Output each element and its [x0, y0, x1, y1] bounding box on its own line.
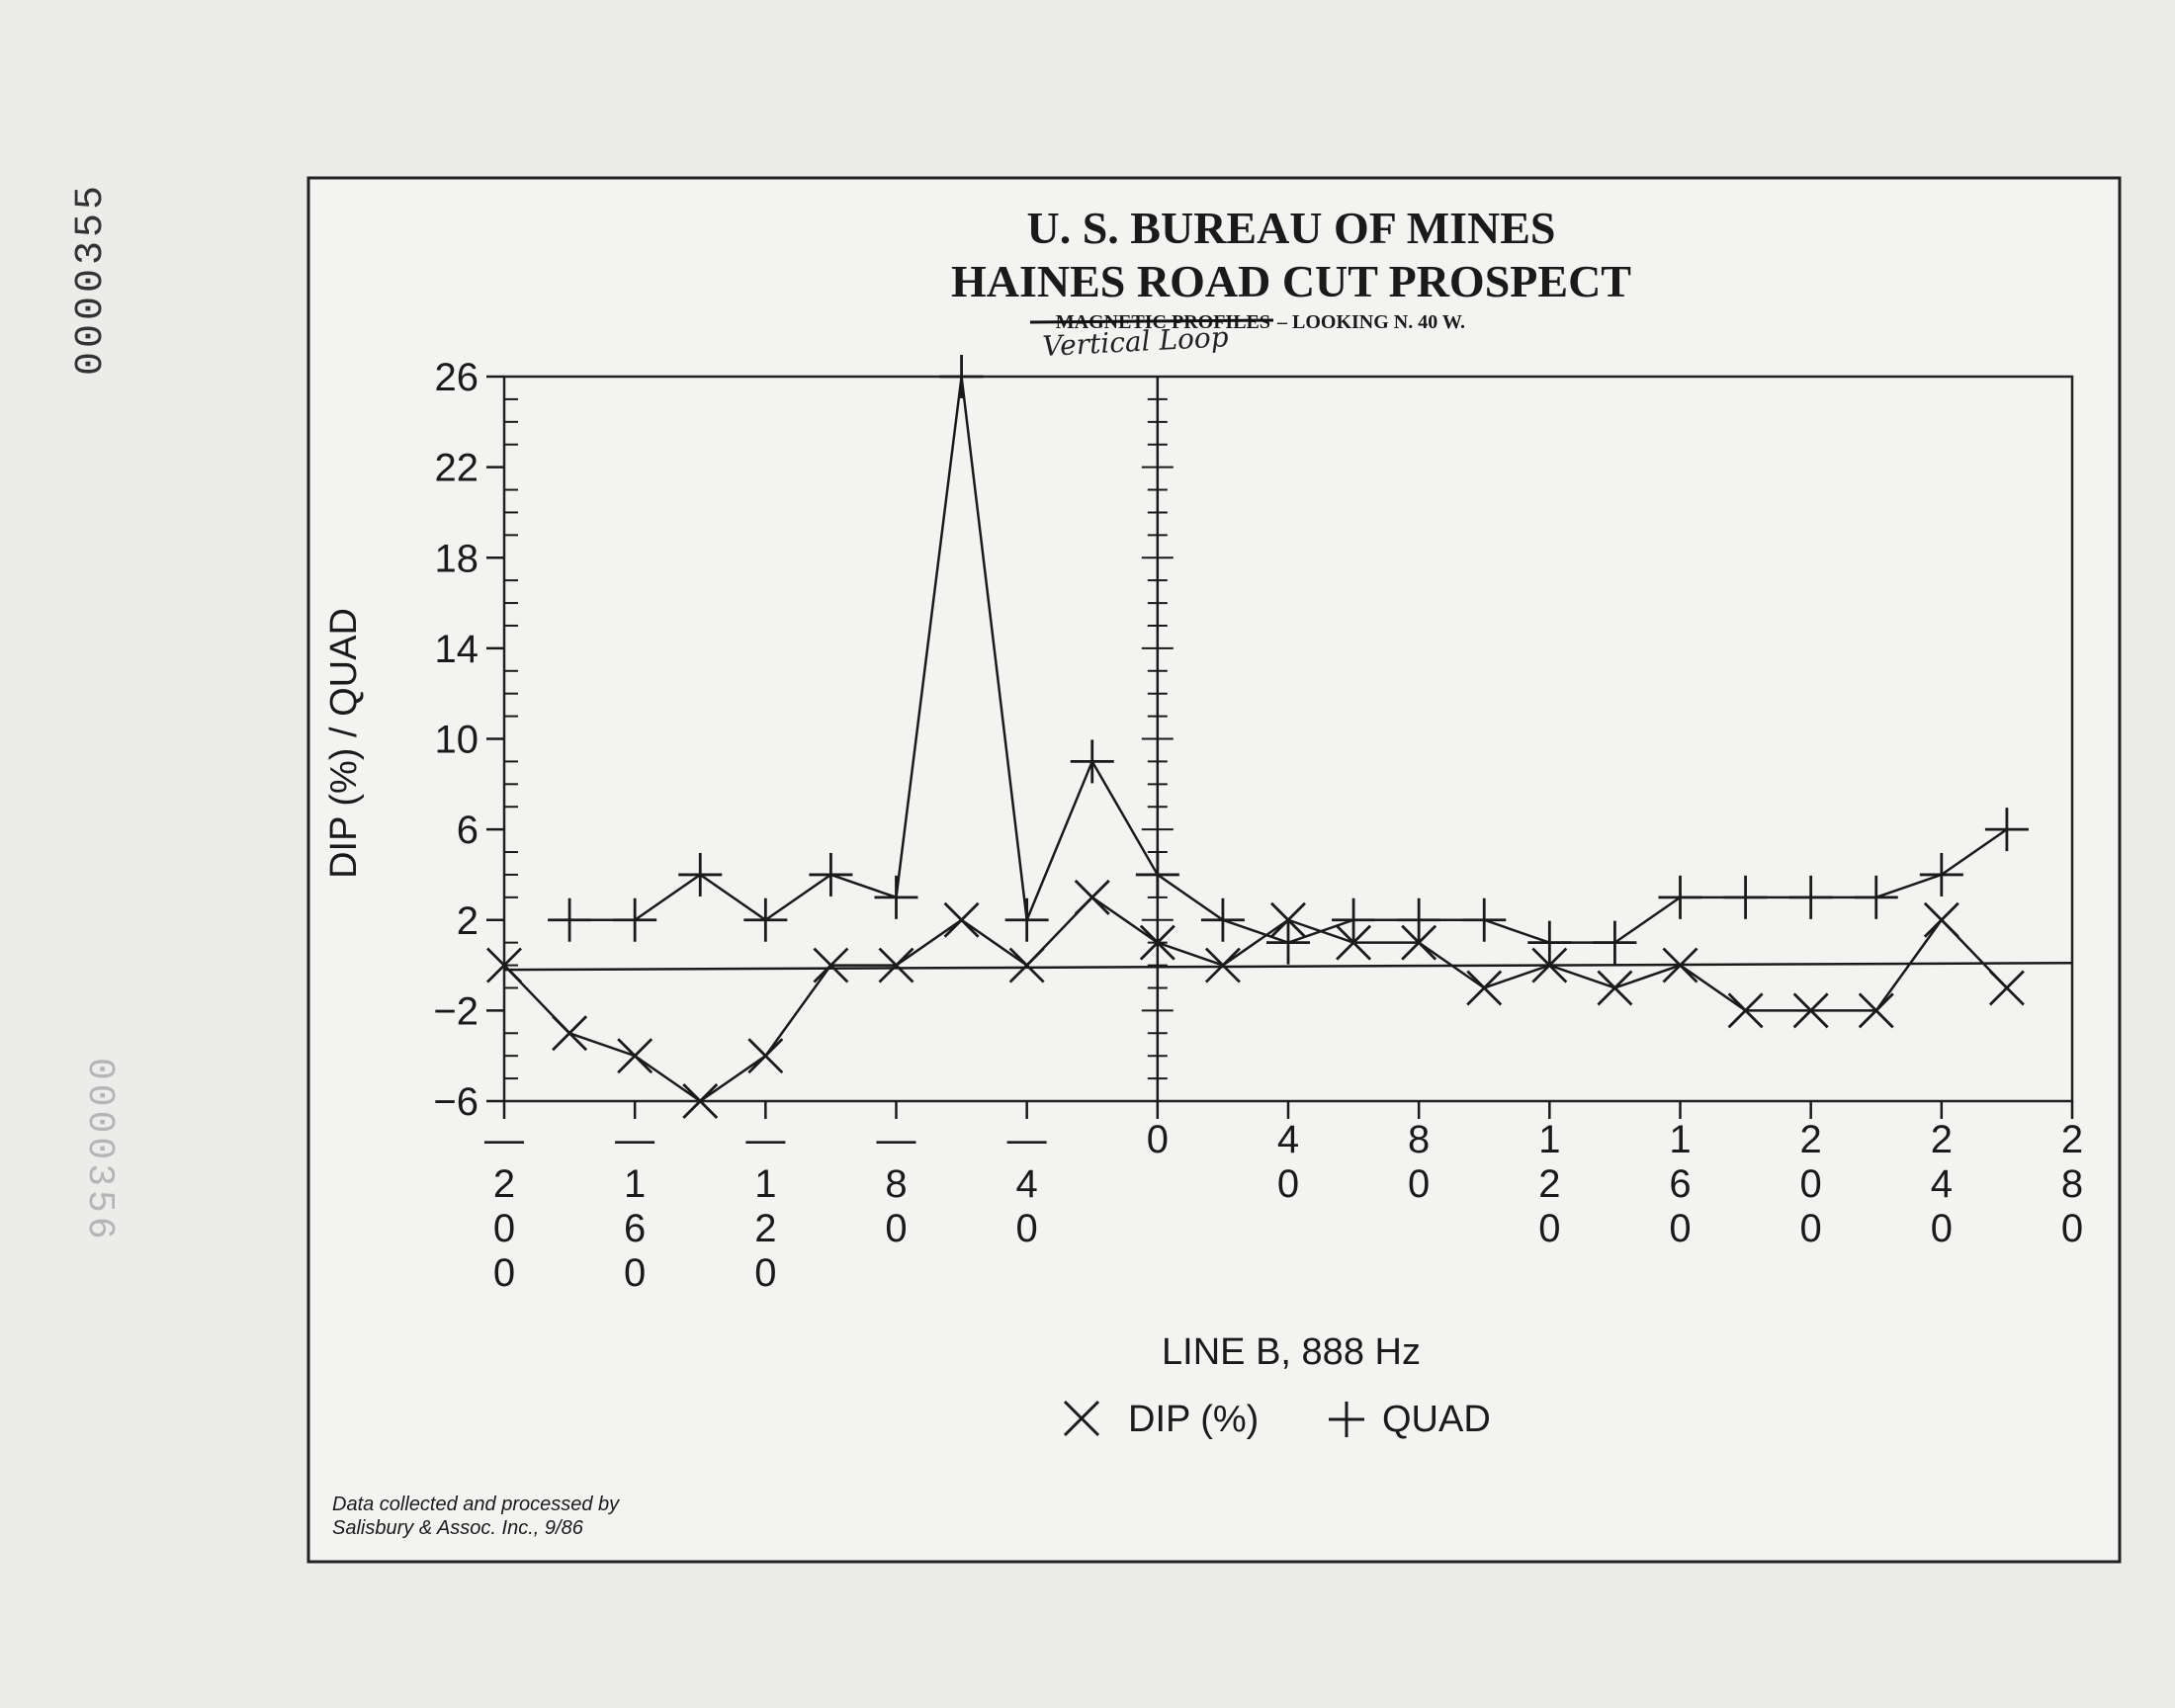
quad-point	[1332, 897, 1376, 942]
quad-point	[678, 852, 723, 897]
x-tick-label: —1 6 0	[615, 1118, 654, 1295]
dip-point	[1597, 970, 1633, 1006]
y-tick-label: 14	[435, 628, 479, 671]
dip-point	[1923, 901, 1959, 938]
y-tick-label: 18	[435, 537, 479, 580]
dip-point	[1466, 970, 1503, 1006]
dip-point	[1662, 947, 1698, 983]
quad-point	[1200, 897, 1245, 942]
quad-point	[1462, 897, 1507, 942]
x-axis: —2 0 0 — 1 6 0 — 1 2 0 — 8 0 — 4 0 0 4 0 8 0 1 2 0 1 6 0 2 0 0 2 4 0 2 8 0	[484, 1101, 2083, 1295]
y-axis: 26 22 18 14 10 6 2 −2 −6	[433, 356, 518, 1124]
x-tick-label: —1 2 0	[745, 1118, 785, 1295]
dip-point	[1988, 970, 2025, 1006]
quad-point	[1788, 875, 1833, 919]
y-tick-label: 26	[435, 356, 479, 399]
credit-line1: Data collected and processed by	[332, 1494, 620, 1515]
frame	[306, 176, 2122, 1564]
dip-point	[1336, 924, 1372, 961]
quad-point	[548, 897, 592, 942]
y-axis-label: DIP (%) / QUAD	[323, 608, 365, 879]
x-tick-label: —8 0	[877, 1118, 916, 1250]
dip-point	[486, 947, 522, 983]
legend-quad-label: QUAD	[1382, 1399, 1491, 1440]
dip-point	[682, 1083, 719, 1119]
dip-point	[1074, 879, 1110, 915]
dip-point	[1139, 924, 1175, 961]
legend-dip-marker	[1063, 1400, 1100, 1437]
quad-point	[1070, 739, 1114, 784]
quad-point	[874, 875, 918, 919]
subtitle-rest: – LOOKING N. 40 W.	[1276, 311, 1465, 333]
dip-point	[1858, 992, 1894, 1029]
dip-point	[617, 1038, 653, 1074]
x-tick-label: 0	[1147, 1118, 1169, 1161]
quad-point	[1266, 920, 1310, 965]
zero-axis-horizontal	[503, 962, 2073, 972]
dip-point	[1531, 947, 1568, 983]
subtitle-strikethrough	[1029, 318, 1274, 324]
dip-point	[1727, 992, 1764, 1029]
dip-point	[943, 901, 980, 938]
y-tick-label: 2	[457, 899, 478, 943]
scan-number-ghost: 0000356	[78, 1058, 121, 1243]
chart-title-line2: HAINES ROAD CUT PROSPECT	[951, 256, 1631, 306]
legend-dip-label: DIP (%)	[1128, 1399, 1259, 1440]
dip-point	[1204, 947, 1241, 983]
dip-point	[552, 1015, 588, 1052]
quad-point	[1723, 875, 1768, 919]
quad-point	[1919, 852, 1963, 897]
credit-line2: Salisbury & Assoc. Inc., 9/86	[332, 1517, 584, 1539]
dip-point	[1008, 947, 1045, 983]
quad-point	[1004, 897, 1049, 942]
y-tick-label: 10	[435, 719, 479, 762]
quad-point	[1397, 897, 1441, 942]
quad-point	[1527, 920, 1572, 965]
series-layer	[486, 355, 2029, 1119]
quad-point	[1135, 852, 1179, 897]
dip-point	[1270, 901, 1306, 938]
y-tick-label: 6	[457, 809, 478, 852]
dip-point	[1401, 924, 1437, 961]
y-tick-label: −6	[433, 1080, 478, 1124]
quad-point	[1854, 875, 1898, 919]
quad-point	[809, 852, 853, 897]
dip-point	[1792, 992, 1829, 1029]
quad-point	[1658, 875, 1702, 919]
legend-quad-marker	[1329, 1402, 1364, 1437]
quad-point	[743, 897, 788, 942]
quad-point	[1984, 808, 2029, 852]
quad-point	[939, 355, 984, 398]
legend: DIP (%) QUAD	[1063, 1399, 1491, 1440]
dip-point	[747, 1038, 784, 1074]
zero-lines	[503, 377, 2073, 1101]
quad-point	[1593, 920, 1637, 965]
dip-line	[503, 896, 2008, 1103]
y-tick-label: 22	[435, 447, 479, 490]
x-tick-label: —2 0 0	[484, 1118, 524, 1295]
x-tick-label: —4 0	[1007, 1118, 1047, 1250]
dip-point	[878, 947, 914, 983]
x-axis-label: LINE B, 888 Hz	[1162, 1331, 1421, 1373]
chart-title-line1: U. S. BUREAU OF MINES	[1026, 203, 1555, 253]
quad-point	[613, 897, 657, 942]
dip-point	[813, 947, 849, 983]
y-tick-label: −2	[433, 989, 478, 1033]
